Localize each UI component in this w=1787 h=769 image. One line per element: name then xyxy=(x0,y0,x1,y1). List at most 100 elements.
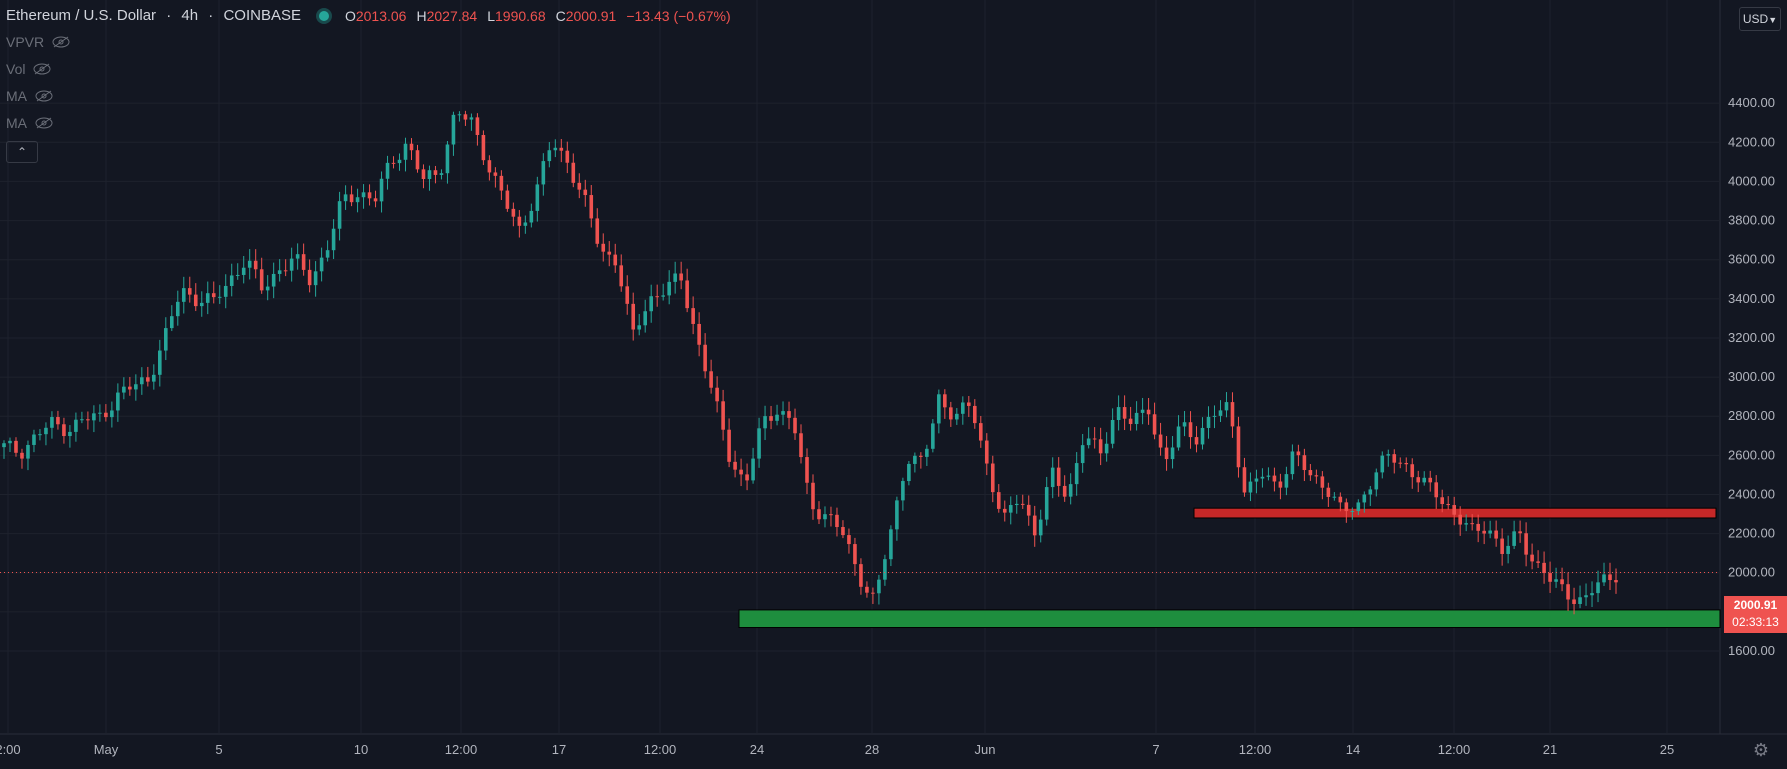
candle-body xyxy=(1188,422,1193,438)
candle-body xyxy=(1134,412,1139,425)
candle-body xyxy=(697,323,701,345)
indicator-label: VPVR xyxy=(6,34,45,50)
time-axis[interactable]: 2:00 May 5 10 12:00 17 12:00 24 28 Jun 7 12:00 14 12:… xyxy=(0,742,1674,757)
candle-body xyxy=(445,144,450,174)
candle-body xyxy=(739,469,743,475)
candle-body xyxy=(140,377,144,385)
indicator-ma-1[interactable]: MA xyxy=(6,88,53,104)
time-tick-label: 28 xyxy=(865,742,879,757)
candle-body xyxy=(577,182,582,190)
candle-body xyxy=(1512,531,1516,546)
indicator-label: Vol xyxy=(6,61,26,77)
candle-body xyxy=(62,424,66,437)
chevron-down-icon: ▼ xyxy=(1768,15,1778,25)
bar-countdown: 02:33:13 xyxy=(1732,615,1779,629)
candle-body xyxy=(895,500,899,530)
price-tick-label: 2400.00 xyxy=(1728,486,1775,501)
candle-body xyxy=(1434,482,1439,498)
candle-body xyxy=(259,269,264,291)
candle-body xyxy=(361,192,366,198)
candle-body xyxy=(1038,519,1043,536)
candle-body xyxy=(919,455,923,457)
time-tick-label: Jun xyxy=(975,742,996,757)
candle-body xyxy=(769,416,773,421)
candle-body xyxy=(1272,475,1277,482)
candle-body xyxy=(355,197,360,203)
candle-body xyxy=(391,162,396,164)
candle-body xyxy=(265,286,270,291)
price-tick-label: 2600.00 xyxy=(1728,447,1775,462)
candle-body xyxy=(1164,447,1169,460)
candle-body xyxy=(1506,545,1510,554)
candle-body xyxy=(50,417,54,428)
candle-body xyxy=(733,461,737,470)
candle-body xyxy=(1062,485,1067,497)
candle-body xyxy=(583,189,588,196)
candle-body xyxy=(193,294,198,307)
candle-body xyxy=(775,414,779,421)
candle-body xyxy=(187,288,192,295)
candle-body xyxy=(1554,579,1558,582)
candle-body xyxy=(397,159,402,164)
price-axis[interactable]: 1600.001800.002000.002200.002400.002600.… xyxy=(1728,15,1775,658)
candle-body xyxy=(385,162,390,179)
collapse-indicators-button[interactable]: ⌃ xyxy=(6,141,38,163)
candle-body xyxy=(235,274,240,276)
candle-body xyxy=(811,482,815,510)
candle-body xyxy=(229,275,234,286)
candle-body xyxy=(1302,455,1307,471)
candle-body xyxy=(379,178,384,202)
candle-body xyxy=(990,463,995,493)
gear-icon[interactable]: ⚙ xyxy=(1752,740,1770,760)
candle-body xyxy=(835,514,839,528)
candle-body xyxy=(1086,438,1091,446)
candle-body xyxy=(2,443,6,448)
candle-body xyxy=(152,374,156,382)
ohlc-values: O2013.06 H2027.84 L1990.68 C2000.91 −13.… xyxy=(345,8,731,24)
candle-body xyxy=(799,433,803,458)
candle-body xyxy=(1356,502,1361,512)
candle-body xyxy=(1116,407,1121,421)
indicator-vpvr[interactable]: VPVR xyxy=(6,34,70,50)
indicator-vol[interactable]: Vol xyxy=(6,61,51,77)
candle-body xyxy=(907,463,911,482)
eye-off-icon[interactable] xyxy=(35,90,53,102)
candle-body xyxy=(1500,538,1504,554)
candle-body xyxy=(961,402,965,414)
candle-body xyxy=(1068,484,1073,497)
candle-body xyxy=(319,257,324,272)
candle-body xyxy=(487,160,492,173)
eye-off-icon[interactable] xyxy=(52,36,70,48)
candle-body xyxy=(343,194,348,202)
candle-body xyxy=(1362,494,1367,503)
candle-body xyxy=(1266,475,1271,477)
candle-body xyxy=(14,440,18,453)
high-label: H xyxy=(416,7,427,24)
currency-select[interactable]: USD▼ xyxy=(1739,7,1781,31)
eye-off-icon[interactable] xyxy=(35,117,53,129)
candle-body xyxy=(541,161,546,185)
candle-body xyxy=(1194,437,1199,445)
candle-body xyxy=(853,544,857,565)
candle-body xyxy=(1014,503,1019,506)
candle-body xyxy=(463,114,468,120)
candle-body xyxy=(325,250,330,258)
candle-body xyxy=(955,413,959,420)
candle-body xyxy=(1416,477,1421,483)
indicator-ma-2[interactable]: MA xyxy=(6,115,53,131)
candle-body xyxy=(889,529,893,560)
candle-body xyxy=(1584,595,1588,598)
candle-body xyxy=(1380,455,1385,473)
candle-body xyxy=(1098,439,1103,454)
candle-body xyxy=(128,386,132,390)
candles xyxy=(2,110,1618,615)
candle-body xyxy=(1560,579,1564,585)
symbol-title[interactable]: Ethereum / U.S. Dollar · 4h · COINBASE xyxy=(6,7,301,24)
candle-body xyxy=(1200,427,1205,445)
candle-body xyxy=(523,222,528,226)
candle-body xyxy=(1344,502,1349,512)
price-tick-label: 3400.00 xyxy=(1728,291,1775,306)
high-value: 2027.84 xyxy=(426,7,478,24)
eye-off-icon[interactable] xyxy=(33,63,51,75)
